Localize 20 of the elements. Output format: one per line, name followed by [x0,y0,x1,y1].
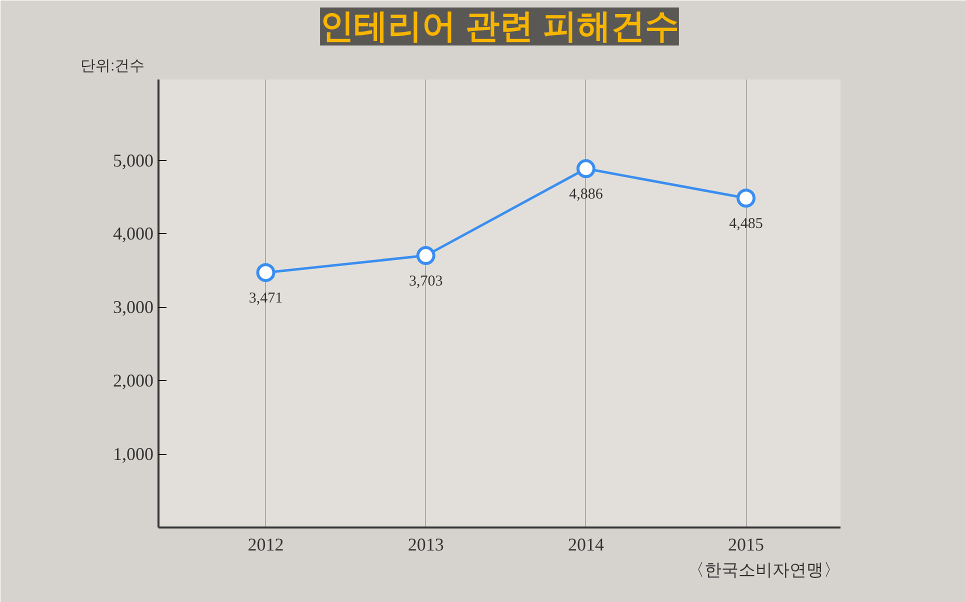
text: 4,886 [569,186,603,203]
point [576,159,596,178]
point [416,246,436,266]
chart-title: 인테리어 관련 피해건수 [320,8,679,46]
y-tick-label: 1,000 [113,444,154,464]
point [256,263,276,282]
y-tick-label: 4,000 [113,224,154,244]
point [736,188,756,208]
text: 3,703 [408,274,443,290]
text: 〈한국소비자연맹〉 [688,560,840,580]
y-axis-title: 단위:건수 [80,58,145,74]
y-tick-label: 2,000 [113,370,154,391]
text: 3,471 [248,290,283,307]
x-tick-label: 2015 [728,534,764,554]
x-tick-label: 2012 [248,534,284,554]
y-tick-label: 5,000 [113,150,154,170]
y-tick-label: 3,000 [113,297,154,318]
x-tick-label: 2014 [568,534,604,554]
text: 4,485 [729,216,763,232]
x-tick-label: 2013 [408,534,444,554]
